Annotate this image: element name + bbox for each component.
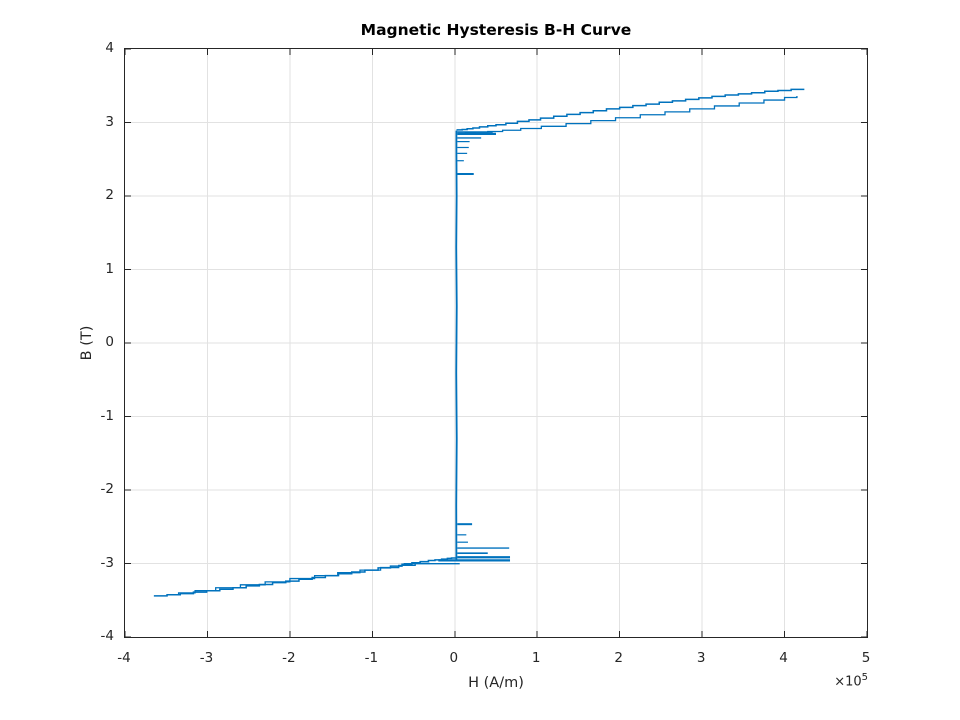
y-tick-label: -3 [100, 554, 114, 571]
hysteresis-curve-plot [125, 49, 867, 637]
y-axis-label: B (T) [79, 325, 95, 361]
x-exponent-prefix: ×10 [834, 674, 862, 690]
series-lower-branch-descending [177, 562, 431, 595]
series-upper-branch-ascending [464, 96, 798, 134]
y-tick-label: -2 [100, 481, 114, 497]
y-tick-label: 3 [105, 113, 114, 130]
y-tick-label: 2 [105, 187, 114, 203]
y-tick-label: -1 [100, 407, 114, 424]
series-upper-branch-descending [456, 88, 805, 131]
x-tick-label: 1 [531, 650, 541, 666]
x-tick-label: 3 [696, 650, 706, 666]
x-exponent-power: 5 [861, 672, 868, 683]
x-axis-label: H (A/m) [468, 675, 524, 691]
x-axis-exponent: ×105 [834, 672, 868, 689]
x-tick-label: -4 [117, 650, 131, 666]
x-tick-label: 2 [614, 650, 623, 666]
plot-area [124, 48, 868, 638]
y-tick-label: 1 [105, 260, 114, 277]
x-tick-label: -2 [282, 650, 296, 666]
y-tick-label: 4 [105, 40, 114, 56]
series-switching-jump [455, 130, 458, 562]
y-tick-label: 0 [105, 334, 114, 350]
x-tick-label: 0 [449, 650, 459, 666]
x-tick-label: 5 [861, 650, 871, 666]
y-tick-label: -4 [100, 628, 114, 644]
chart-title: Magnetic Hysteresis B-H Curve [360, 21, 632, 39]
x-tick-label: -3 [199, 650, 214, 666]
x-tick-label: 4 [779, 650, 788, 666]
x-tick-label: -1 [364, 650, 379, 666]
series-lower-branch-ascending [153, 557, 458, 597]
